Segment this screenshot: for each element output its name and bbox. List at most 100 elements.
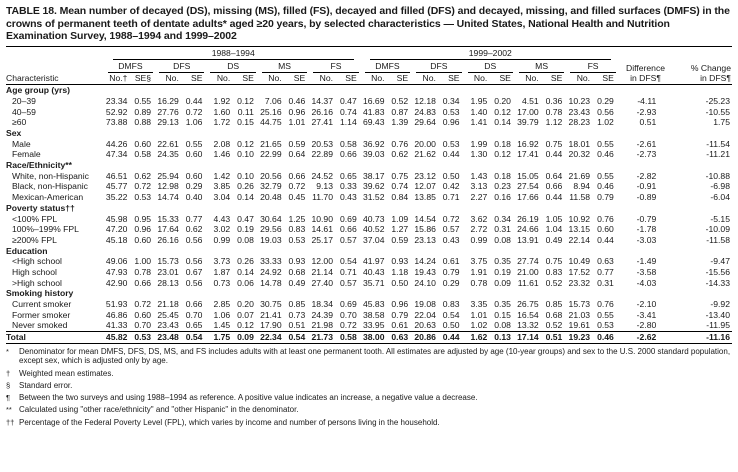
cell: 14.54 <box>414 213 436 224</box>
cell: 1.87 <box>213 266 231 277</box>
no-subheader: No.† <box>104 72 133 86</box>
cell: 46.86 <box>105 309 128 320</box>
cell: 1.02 <box>470 320 488 331</box>
cell: 0.53 <box>442 138 460 149</box>
cell: 27.54 <box>517 181 539 192</box>
footnote: * Denominator for mean DMFS, DFS, DS, MS,… <box>6 347 732 367</box>
cell: 23.32 <box>568 277 591 288</box>
cell: 0.14 <box>237 266 254 277</box>
cell: 0.55 <box>185 138 203 149</box>
cell: 0.72 <box>288 181 306 192</box>
cell: 23.43 <box>157 320 179 331</box>
footnote-text: Percentage of the Federal Poverty Level … <box>19 417 440 427</box>
cell: 23.43 <box>568 106 591 117</box>
cell: 17.00 <box>517 106 539 117</box>
cell: 0.26 <box>237 181 254 192</box>
cell: 0.60 <box>134 234 152 245</box>
cell: 3.62 <box>470 213 488 224</box>
cell: 0.78 <box>545 106 563 117</box>
cell: 12.98 <box>157 181 179 192</box>
cell: 13.91 <box>517 234 539 245</box>
cell: 0.57 <box>340 234 357 245</box>
cell: 25.17 <box>311 234 333 245</box>
cell: 45.82 <box>104 330 133 344</box>
total-row: Total 45.82 0.53 23.48 0.54 1.75 0.09 22.34 0.54… <box>6 330 732 344</box>
cell: 4.43 <box>213 213 231 224</box>
cell: 0.65 <box>340 170 357 181</box>
measure-header-fs: FS <box>567 60 619 73</box>
cell: 1.00 <box>134 256 152 267</box>
cell: 0.83 <box>288 224 306 235</box>
cell: -9.47 <box>710 256 730 267</box>
cell: 0.20 <box>494 95 511 106</box>
se-subheader: SE <box>595 72 619 86</box>
cell: 0.99 <box>213 234 231 245</box>
cell: 22.89 <box>311 149 333 160</box>
measure-header-dmfs: DMFS <box>105 60 156 73</box>
cell: -0.89 <box>636 192 657 203</box>
characteristic-column-spacer <box>6 48 105 61</box>
section-header-row: Race/Ethnicity** <box>6 160 732 171</box>
cell: 0.12 <box>237 320 254 331</box>
cell: 33.33 <box>260 256 282 267</box>
cell: -13.40 <box>705 309 730 320</box>
no-subheader: No. <box>361 72 390 86</box>
cell: 0.69 <box>340 299 357 310</box>
cell: -10.88 <box>705 170 730 181</box>
cell: 1.14 <box>340 117 357 128</box>
footnote-marker: †† <box>6 417 15 427</box>
cell: 18.34 <box>311 299 333 310</box>
footnotes: * Denominator for mean DMFS, DFS, DS, MS,… <box>6 347 732 428</box>
cell: 1.91 <box>470 266 488 277</box>
cell: 1.92 <box>213 95 231 106</box>
cell: 0.54 <box>442 309 460 320</box>
cell: 29.13 <box>157 117 179 128</box>
cell: 15.86 <box>414 224 436 235</box>
cell: 29.56 <box>260 224 282 235</box>
cell: 47.93 <box>105 266 128 277</box>
cell: 1.25 <box>288 213 306 224</box>
no-subheader: No. <box>310 72 338 86</box>
cell: 0.96 <box>288 106 306 117</box>
cell: 0.62 <box>134 170 152 181</box>
cell: 0.63 <box>389 330 414 344</box>
cell: 0.53 <box>442 106 460 117</box>
cell: 0.83 <box>545 266 563 277</box>
cell: 23.48 <box>156 330 184 344</box>
cell: 0.55 <box>134 95 152 106</box>
cell: 0.84 <box>391 192 409 203</box>
cell: 0.26 <box>237 256 254 267</box>
cell: 26.16 <box>311 106 333 117</box>
section-header-row: Sex <box>6 128 732 139</box>
cell: 0.52 <box>545 320 563 331</box>
cell: 38.00 <box>361 330 390 344</box>
measure-header-row: DMFS DFS DS MS FS DMFS DFS DS MS FS Difference in … <box>6 60 732 86</box>
cell: 27.76 <box>157 106 179 117</box>
cell: 0.85 <box>288 299 306 310</box>
cell: 0.67 <box>185 266 203 277</box>
cell: 0.63 <box>597 256 614 267</box>
table-header: 1988–1994 1999–2002 DMFS DFS DS MS FS DMFS DFS… <box>6 48 732 86</box>
cell: 22.99 <box>260 149 282 160</box>
table-row: 40–59 52.92 0.89 27.76 0.72 1.60 0.11 25.16 0.96… <box>6 107 732 118</box>
cell: 0.70 <box>134 320 152 331</box>
cell: 0.50 <box>391 277 409 288</box>
section-label: Poverty status†† <box>6 202 75 213</box>
cell: 14.37 <box>311 95 333 106</box>
row-label: 40–59 <box>12 106 36 117</box>
cell: 26.16 <box>157 234 179 245</box>
cell: 1.95 <box>470 95 488 106</box>
cell: 12.18 <box>414 95 436 106</box>
cell: 0.71 <box>340 266 357 277</box>
cell: 11.70 <box>312 192 333 203</box>
cell: 0.96 <box>442 117 460 128</box>
cell: 0.60 <box>597 224 614 235</box>
cell: 0.77 <box>597 266 614 277</box>
cell: 0.55 <box>597 170 614 181</box>
cell: 0.75 <box>391 170 409 181</box>
cell: 0.61 <box>442 256 460 267</box>
cell: 0.59 <box>391 234 409 245</box>
cell: 0.93 <box>391 256 409 267</box>
cell: 24.83 <box>414 106 436 117</box>
cell: 24.10 <box>414 277 436 288</box>
